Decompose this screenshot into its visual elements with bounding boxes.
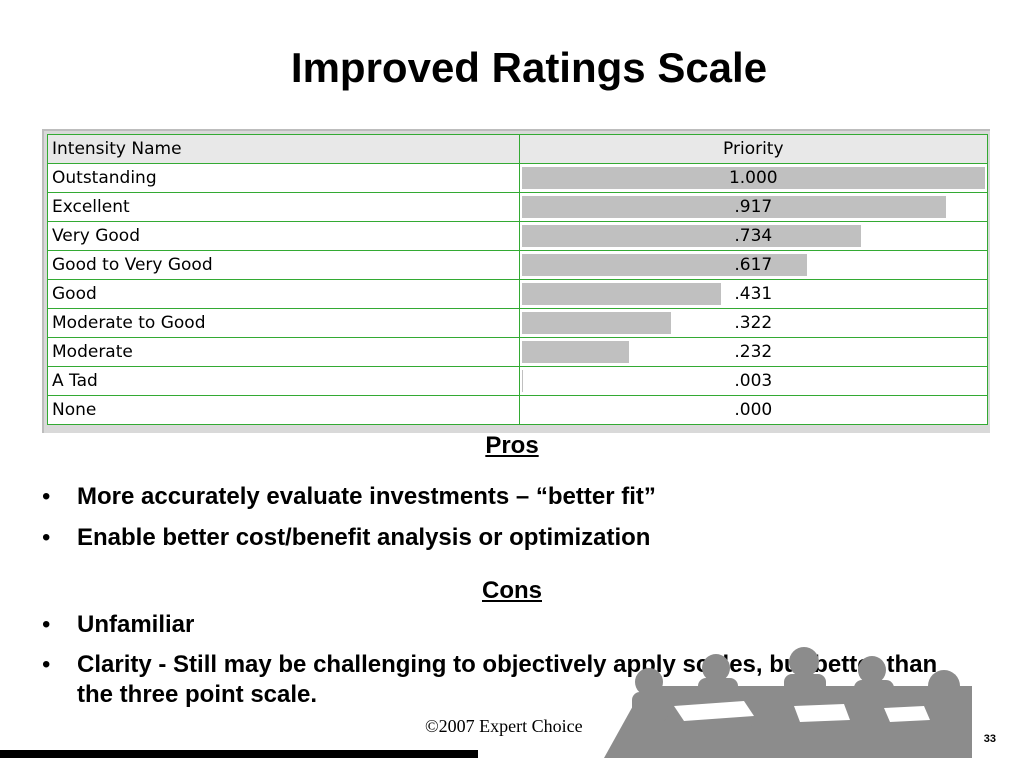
cons-heading: Cons [482,577,542,604]
priority-value: .734 [734,226,773,246]
table-row: Good .431 [47,279,989,309]
table-row: Outstanding 1.000 [47,163,989,193]
priority-bar [521,283,722,305]
pros-item-text: Enable better cost/benefit analysis or o… [77,524,651,551]
priority-cell: .003 [518,366,989,396]
intensity-name-cell: Outstanding [47,163,520,193]
priority-value: .617 [734,255,773,275]
cons-item-text: Unfamiliar [77,611,195,638]
priority-bar [521,370,523,392]
priority-cell: .617 [518,250,989,280]
priority-cell: .322 [518,308,989,338]
priority-bar [521,254,808,276]
priority-value: .917 [734,197,773,217]
bullet-icon: • [42,483,51,510]
pros-heading: Pros [485,432,539,459]
intensity-name-cell: Good to Very Good [47,250,520,280]
table-row: A Tad .003 [47,366,989,396]
pros-item-text: More accurately evaluate investments – “… [77,483,656,510]
priority-cell: .917 [518,192,989,222]
priority-value: 1.000 [728,168,778,188]
priority-bar [521,196,947,218]
priority-cell: .000 [518,395,989,425]
pros-list: • More accurately evaluate investments – … [42,482,952,564]
priority-cell: .232 [518,337,989,367]
pros-item: • Enable better cost/benefit analysis or … [42,523,952,553]
column-header-intensity-name: Intensity Name [47,134,520,164]
slide-title: Improved Ratings Scale [290,44,768,91]
pros-item: • More accurately evaluate investments – … [42,482,952,512]
ratings-table: Intensity Name Priority Outstanding 1.000… [47,134,989,425]
priority-cell: 1.000 [518,163,989,193]
priority-value: .232 [734,342,773,362]
priority-cell: .734 [518,221,989,251]
copyright-footer: ©2007 Expert Choice [425,716,583,736]
bullet-icon: • [42,651,51,678]
page-number: 33 [983,733,996,745]
priority-value: .431 [734,284,773,304]
intensity-name-cell: Moderate [47,337,520,367]
intensity-name-cell: A Tad [47,366,520,396]
priority-value: .322 [734,313,773,333]
ratings-table-panel: Intensity Name Priority Outstanding 1.000… [42,129,990,433]
table-row: None .000 [47,395,989,425]
footer-rule [0,750,478,758]
priority-value: .000 [734,400,773,420]
intensity-name-cell: Very Good [47,221,520,251]
priority-bar [521,312,671,334]
priority-bar [521,167,985,189]
priority-value: .003 [734,371,773,391]
table-row: Excellent .917 [47,192,989,222]
intensity-name-cell: Excellent [47,192,520,222]
table-row: Very Good .734 [47,221,989,251]
intensity-name-cell: Good [47,279,520,309]
cons-item: • Unfamiliar [42,610,952,640]
meeting-clipart-icon [604,647,972,758]
bullet-icon: • [42,524,51,551]
table-row: Good to Very Good .617 [47,250,989,280]
column-header-priority: Priority [518,134,989,164]
bullet-icon: • [42,611,51,638]
table-row: Moderate .232 [47,337,989,367]
priority-cell: .431 [518,279,989,309]
priority-bar [521,225,862,247]
table-row: Moderate to Good .322 [47,308,989,338]
priority-bar [521,341,629,363]
intensity-name-cell: Moderate to Good [47,308,520,338]
intensity-name-cell: None [47,395,520,425]
table-header-row: Intensity Name Priority [47,134,989,164]
